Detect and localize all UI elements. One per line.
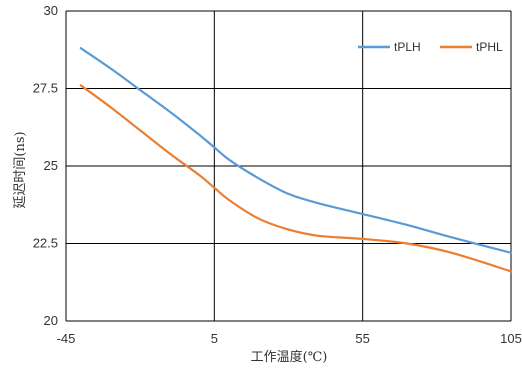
legend-label-tplh: tPLH	[394, 40, 421, 54]
legend-label-tphl: tPHL	[476, 40, 503, 54]
x-tick-label: 105	[500, 331, 522, 346]
y-axis-label: 延迟时间(ns)	[13, 131, 28, 208]
x-tick-label: 55	[355, 331, 369, 346]
y-tick-label: 22.5	[33, 236, 58, 251]
x-axis-label: 工作温度(℃)	[251, 349, 328, 365]
gridlines	[66, 11, 511, 321]
series-line-tplh	[81, 48, 511, 253]
y-tick-label: 30	[44, 3, 58, 18]
x-tick-label: 5	[211, 331, 218, 346]
y-tick-label: 20	[44, 313, 58, 328]
y-tick-label: 25	[44, 158, 58, 173]
x-tick-label: -45	[57, 331, 76, 346]
y-tick-label: 27.5	[33, 81, 58, 96]
series-lines	[81, 48, 511, 271]
legend: tPLH tPHL	[358, 40, 503, 54]
